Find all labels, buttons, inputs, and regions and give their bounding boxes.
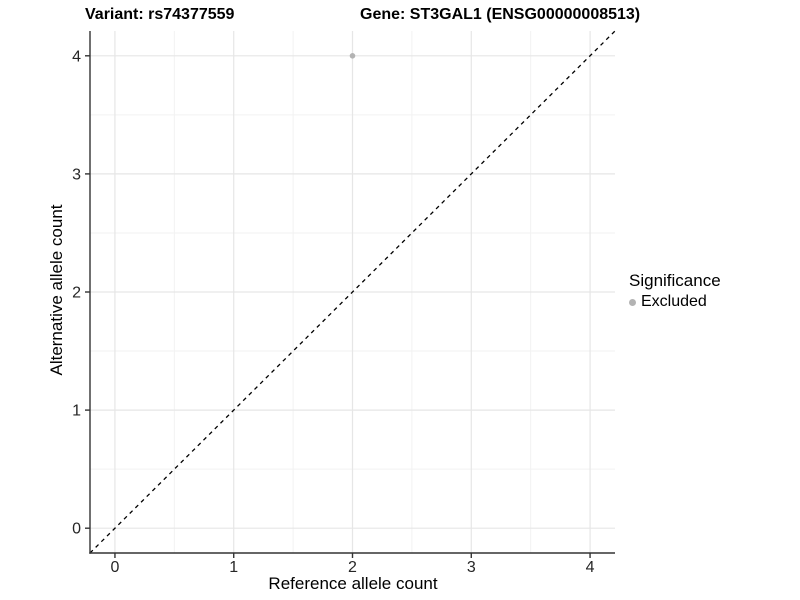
x-axis-title: Reference allele count xyxy=(268,574,438,593)
y-tick-label: 3 xyxy=(72,166,81,183)
gene-title: Gene: ST3GAL1 (ENSG00000008513) xyxy=(360,6,641,23)
x-tick-label: 2 xyxy=(348,559,357,576)
excluded-point-icon xyxy=(629,298,636,306)
legend-title: Significance xyxy=(629,271,721,290)
y-tick-label: 2 xyxy=(72,285,81,302)
data-point xyxy=(349,53,356,59)
x-tick-label: 3 xyxy=(467,559,476,576)
x-tick-label: 0 xyxy=(110,559,119,576)
legend-item-excluded: Excluded xyxy=(629,293,721,311)
variant-title: Variant: rs74377559 xyxy=(85,6,235,23)
y-tick-label: 1 xyxy=(72,403,81,420)
y-axis-title: Alternative allele count xyxy=(47,204,66,376)
y-tick-label: 0 xyxy=(72,521,81,538)
legend-item-label: Excluded xyxy=(641,293,707,310)
x-tick-label: 1 xyxy=(229,559,238,576)
identity-reference-line xyxy=(89,30,616,554)
y-tick-label: 4 xyxy=(72,48,81,65)
legend: Significance Excluded xyxy=(629,271,721,311)
x-tick-label: 4 xyxy=(586,559,595,576)
